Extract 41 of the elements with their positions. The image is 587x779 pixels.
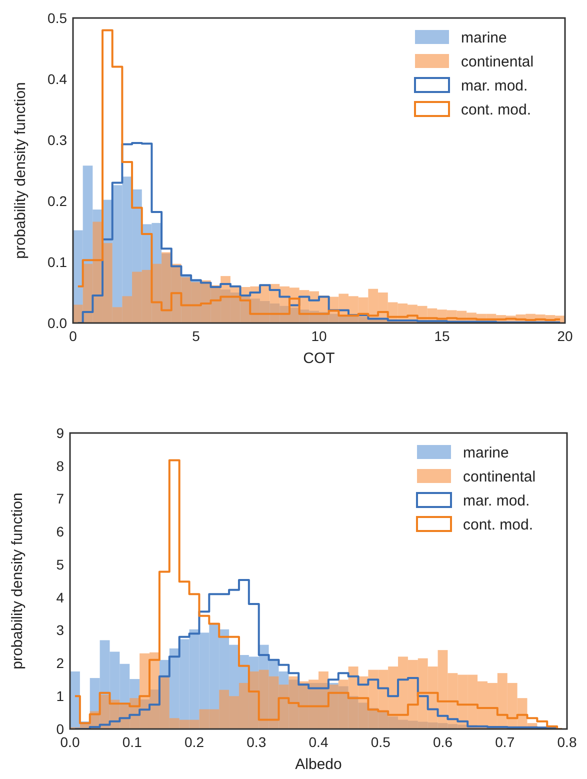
y-tick-label: 0.4 — [48, 70, 68, 87]
y-tick-label: 0.1 — [48, 254, 68, 270]
x-tick-label: 0.4 — [308, 734, 328, 750]
x-tick-label: 0.5 — [370, 734, 391, 750]
x-tick-label: 15 — [434, 328, 450, 344]
x-axis-title: COT — [303, 350, 335, 367]
legend-label: marine — [461, 29, 507, 46]
y-tick-label: 0.2 — [48, 192, 68, 209]
y-tick-label: 2 — [56, 655, 64, 672]
y-axis-title: probability density function — [12, 82, 29, 259]
x-tick-label: 5 — [192, 328, 200, 344]
legend-label: cont. mod. — [461, 101, 532, 118]
x-tick-label: 0.2 — [184, 734, 204, 750]
y-tick-label: 1 — [56, 688, 64, 704]
y-tick-label: 0 — [56, 720, 64, 737]
y-tick-label: 9 — [56, 424, 64, 441]
y-tick-label: 0.0 — [48, 314, 68, 331]
x-tick-label: 10 — [311, 328, 327, 344]
y-tick-label: 0.5 — [48, 10, 68, 26]
x-tick-label: 0.1 — [122, 734, 142, 750]
y-tick-label: 4 — [56, 589, 64, 606]
legend-label: mar. mod. — [461, 77, 528, 94]
legend-label: cont. mod. — [463, 516, 534, 534]
x-tick-label: 0 — [69, 328, 78, 344]
y-tick-label: 6 — [56, 524, 64, 540]
y-tick-label: 5 — [56, 556, 64, 572]
x-tick-label: 0.8 — [557, 734, 577, 750]
y-axis-title: probability density function — [9, 492, 26, 670]
y-tick-label: 8 — [56, 458, 64, 474]
x-tick-label: 0.3 — [246, 734, 266, 750]
legend-label: continental — [463, 468, 536, 486]
x-tick-label: 20 — [557, 328, 573, 344]
legend-label: mar. mod. — [463, 492, 530, 510]
x-axis-title: Albedo — [295, 756, 342, 773]
x-tick-label: 0.6 — [433, 734, 453, 750]
legend-label: continental — [461, 53, 534, 70]
y-tick-label: 3 — [56, 622, 64, 638]
y-tick-label: 0.3 — [48, 132, 68, 148]
legend-label: marine — [463, 444, 509, 462]
y-tick-label: 7 — [56, 490, 64, 507]
x-tick-label: 0.7 — [495, 734, 515, 750]
